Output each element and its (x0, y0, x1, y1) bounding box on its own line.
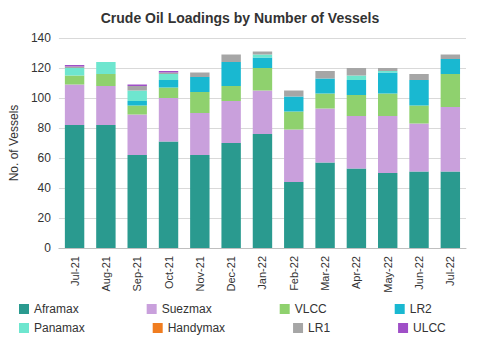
svg-text:Nov-21: Nov-21 (194, 256, 206, 291)
svg-text:Jun-22: Jun-22 (413, 256, 425, 290)
svg-text:ULCC: ULCC (413, 321, 446, 335)
svg-text:80: 80 (38, 121, 52, 135)
svg-text:20: 20 (38, 211, 52, 225)
svg-text:May-22: May-22 (382, 256, 394, 293)
svg-text:Apr-22: Apr-22 (350, 256, 362, 289)
svg-text:0: 0 (44, 241, 51, 255)
svg-text:Feb-22: Feb-22 (288, 256, 300, 291)
svg-text:Jan-22: Jan-22 (256, 256, 268, 290)
svg-text:60: 60 (38, 151, 52, 165)
svg-text:Suezmax: Suezmax (162, 302, 212, 316)
svg-text:Sep-21: Sep-21 (131, 256, 143, 291)
svg-text:Aug-21: Aug-21 (100, 256, 112, 291)
svg-text:Jul-22: Jul-22 (444, 256, 456, 286)
svg-text:Panamax: Panamax (34, 321, 85, 335)
svg-text:VLCC: VLCC (295, 302, 327, 316)
svg-text:LR1: LR1 (308, 321, 330, 335)
svg-text:Handymax: Handymax (168, 321, 225, 335)
svg-text:120: 120 (31, 61, 51, 75)
svg-text:Dec-21: Dec-21 (225, 256, 237, 291)
svg-text:Mar-22: Mar-22 (319, 256, 331, 291)
svg-text:140: 140 (31, 31, 51, 45)
svg-text:No. of Vessels: No. of Vessels (7, 105, 21, 182)
svg-text:Aframax: Aframax (34, 302, 79, 316)
svg-text:100: 100 (31, 91, 51, 105)
svg-text:LR2: LR2 (410, 302, 432, 316)
svg-text:Jul-21: Jul-21 (69, 256, 81, 286)
svg-text:Oct-21: Oct-21 (163, 256, 175, 289)
svg-text:40: 40 (38, 181, 52, 195)
svg-text:Crude Oil Loadings by Number o: Crude Oil Loadings by Number of Vessels (101, 10, 380, 26)
